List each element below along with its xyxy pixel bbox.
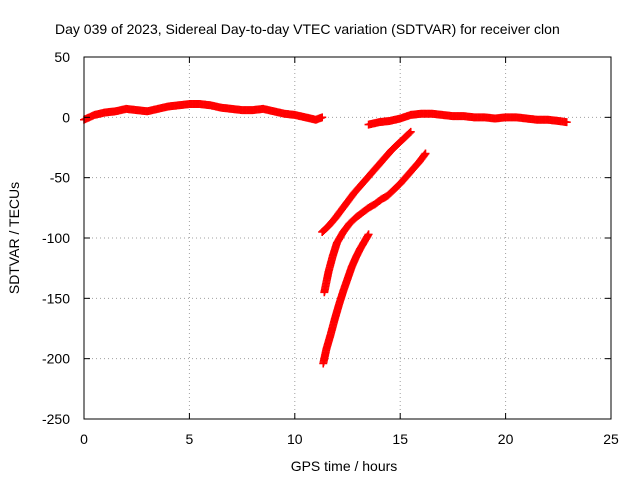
data-points	[80, 100, 571, 368]
data-point	[406, 127, 415, 136]
y-tick-label: -100	[42, 230, 70, 246]
chart-title: Day 039 of 2023, Sidereal Day-to-day VTE…	[55, 21, 560, 37]
data-point	[318, 113, 327, 122]
x-tick-label: 0	[80, 431, 88, 447]
series-arc-middle	[320, 149, 430, 297]
x-tick-label: 15	[392, 431, 408, 447]
y-tick-label: -50	[50, 170, 70, 186]
data-point	[421, 149, 430, 158]
x-tick-label: 5	[186, 431, 194, 447]
y-tick-label: -200	[42, 351, 70, 367]
series-arc-early	[80, 100, 327, 124]
y-tick-label: -150	[42, 290, 70, 306]
series-arc-late	[364, 109, 571, 129]
axis-ticks: 0 5 10 15 20 25 -250 -200 -150 -100 -50 0 50	[42, 49, 619, 447]
y-axis-label: SDTVAR / TECUs	[6, 182, 22, 294]
y-tick-label: 50	[54, 49, 70, 65]
series-arc-lower	[319, 230, 373, 368]
data-point	[562, 118, 571, 127]
x-tick-label: 10	[287, 431, 303, 447]
series-arc-upper	[318, 127, 415, 236]
x-tick-label: 20	[498, 431, 514, 447]
y-tick-label: 0	[62, 109, 70, 125]
x-tick-label: 25	[603, 431, 619, 447]
data-point	[364, 230, 373, 239]
y-tick-label: -250	[42, 411, 70, 427]
data-point	[405, 128, 414, 137]
x-axis-label: GPS time / hours	[291, 458, 398, 474]
